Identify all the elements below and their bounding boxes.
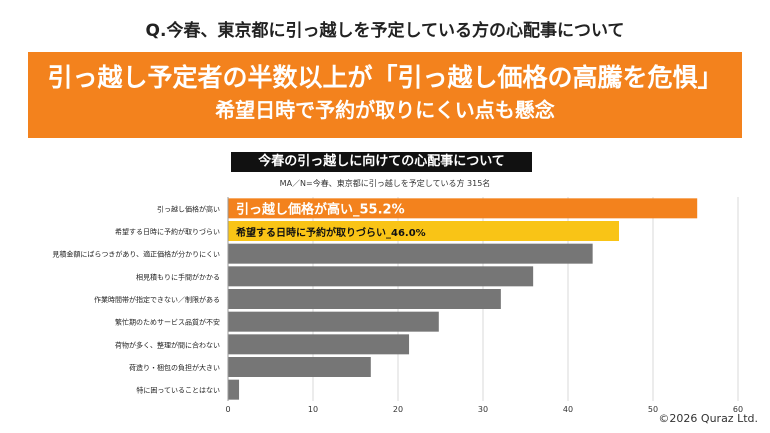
bar: [228, 221, 619, 241]
x-tick-label: 60: [733, 405, 743, 414]
bar: [228, 334, 410, 355]
chart-subtitle: MA／N=今春、東京都に引っ越しを予定している方 315名: [279, 179, 491, 188]
category-label: 荷物が多く、整理が間に合わない: [115, 340, 220, 349]
x-tick-label: 20: [393, 405, 403, 414]
x-tick-label: 0: [225, 405, 230, 414]
bar: [228, 379, 240, 400]
category-label: 作業時間帯が指定できない／制限がある: [94, 295, 220, 304]
category-label: 荷造り・梱包の負担が大きい: [129, 363, 220, 372]
data-label: 希望する日時に予約が取りづらい_46.0%: [235, 226, 426, 239]
bar: [228, 357, 371, 377]
category-label: 引っ越し価格が高い: [157, 204, 220, 213]
x-tick-label: 10: [308, 405, 318, 414]
headline-banner: 引っ越し予定者の半数以上が「引っ越し価格の高騰を危惧」 希望日時で予約が取りにく…: [28, 52, 742, 138]
bar: [228, 198, 698, 219]
chart-title: 今春の引っ越しに向けての心配事について: [231, 152, 532, 172]
x-tick-label: 50: [648, 405, 658, 414]
bar: [228, 243, 593, 264]
question-title: Q.今春、東京都に引っ越しを予定している方の心配事について: [145, 21, 625, 41]
bar: [228, 289, 501, 309]
bar: [228, 311, 439, 332]
x-tick-label: 40: [563, 405, 573, 414]
category-label: 繁忙期のためサービス品質が不安: [115, 318, 220, 327]
copyright-text: ©2026 Quraz Ltd.: [658, 412, 758, 425]
category-label: 見積金額にばらつきがあり、適正価格が分かりにくい: [52, 250, 220, 259]
headline-line-1: 引っ越し予定者の半数以上が「引っ越し価格の高騰を危惧」: [47, 63, 723, 92]
data-label: 引っ越し価格が高い_55.2%: [236, 201, 405, 217]
bar: [228, 266, 534, 287]
headline-line-2: 希望日時で予約が取りにくい点も懸念: [215, 98, 555, 122]
category-label: 希望する日時に予約が取りづらい: [115, 227, 220, 236]
x-tick-label: 30: [478, 405, 488, 414]
category-label: 相見積もりに手間がかかる: [136, 272, 220, 281]
category-label: 特に困っていることはない: [136, 386, 220, 395]
